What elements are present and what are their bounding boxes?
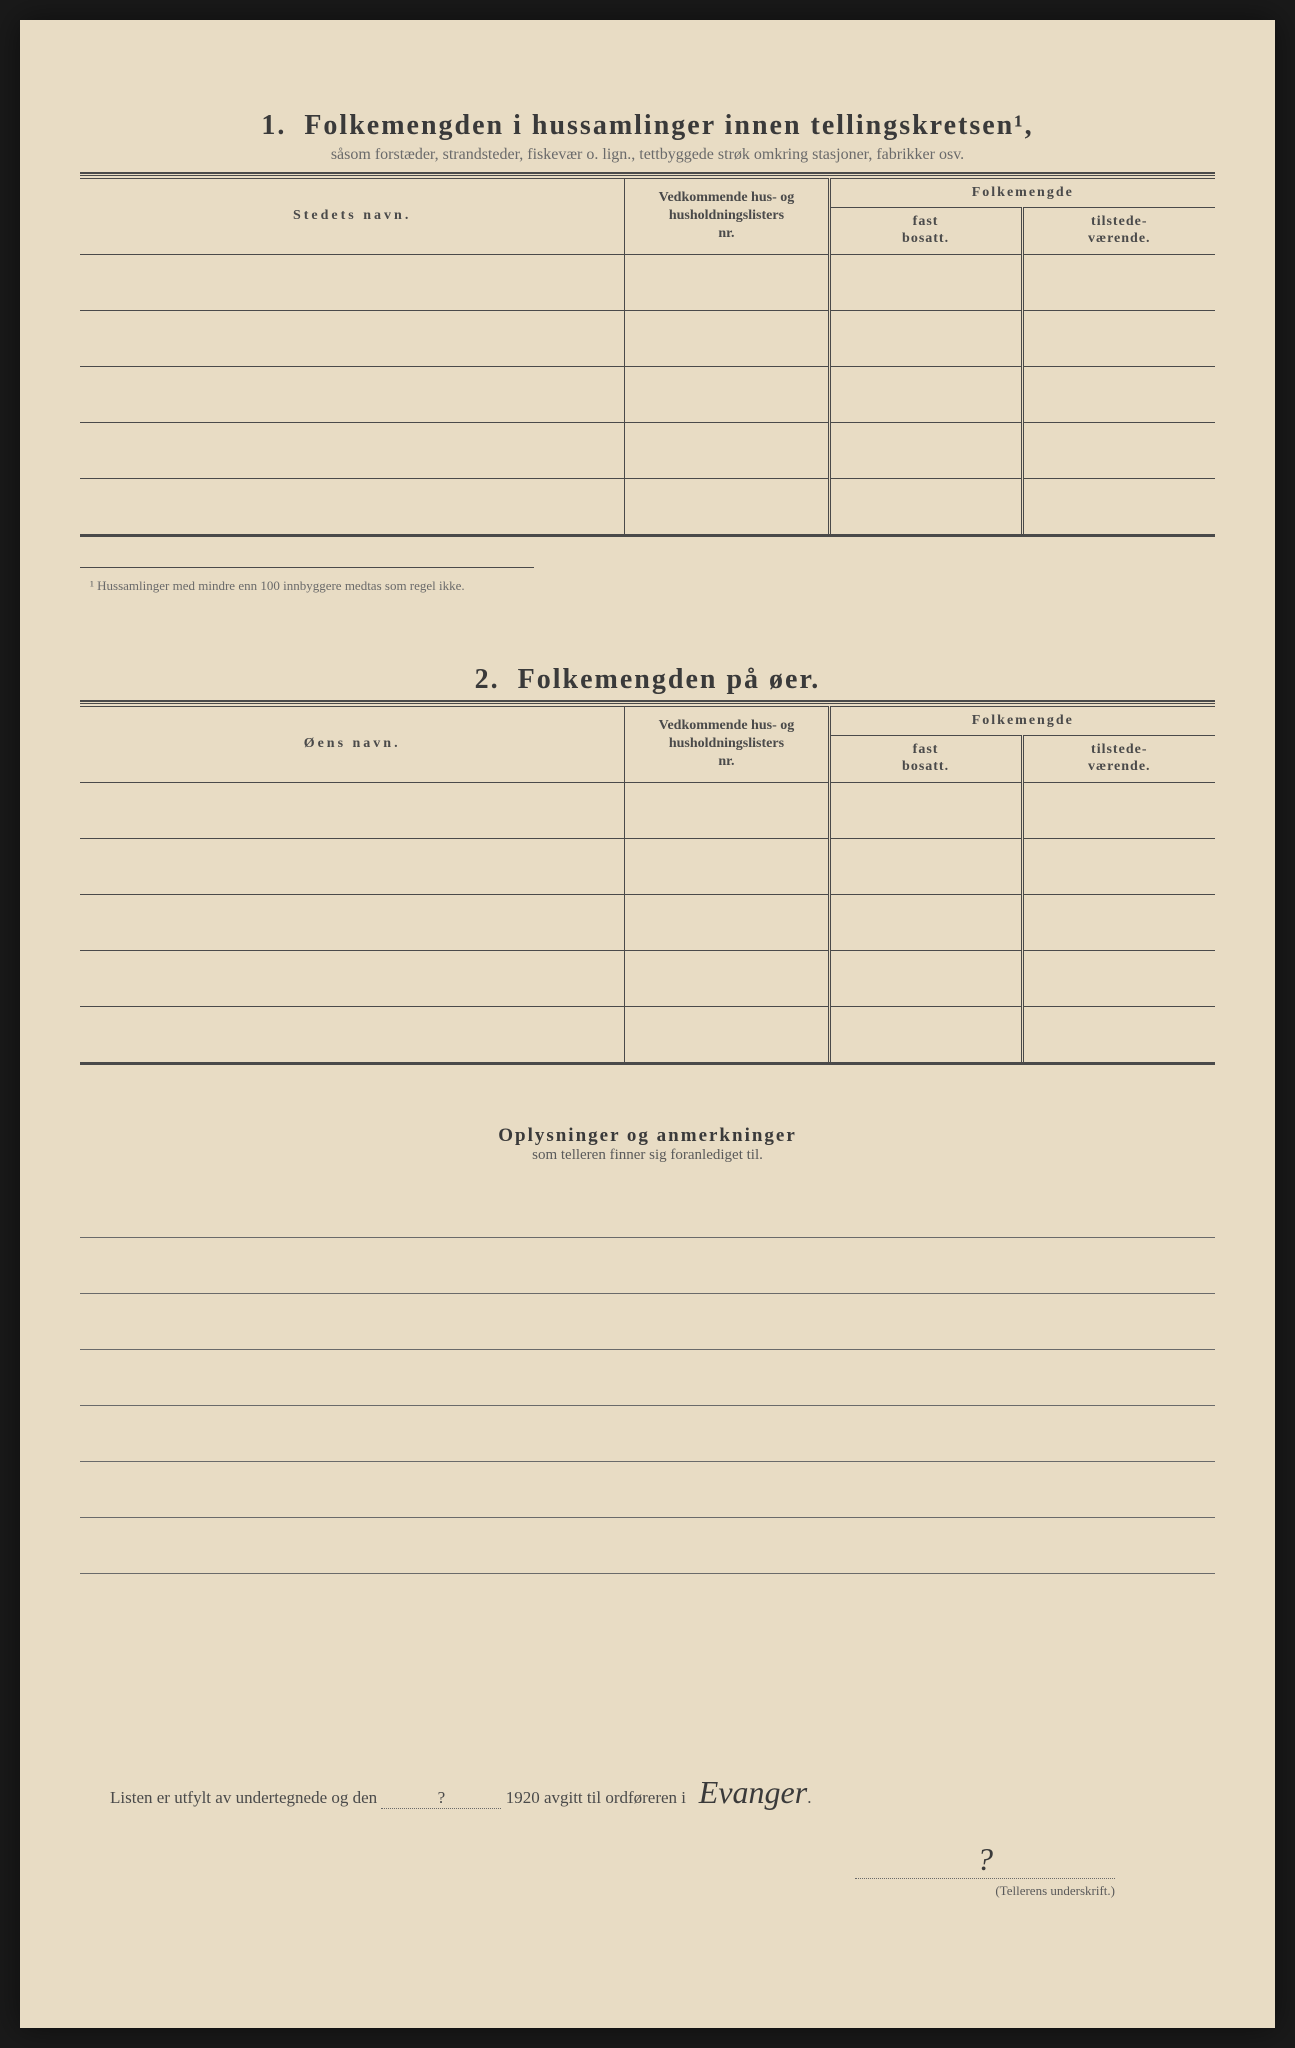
- ruled-line: [80, 1406, 1215, 1462]
- table-row: [80, 838, 1215, 894]
- col-header-tilstede: tilstede-værende.: [1022, 208, 1215, 255]
- divider: [80, 567, 534, 568]
- table-row: [80, 366, 1215, 422]
- footer-line: Listen er utfylt av undertegnede og den …: [80, 1774, 1215, 1811]
- table-row: [80, 894, 1215, 950]
- table-row: [80, 478, 1215, 534]
- signature-caption: (Tellerens underskrift.): [80, 1883, 1115, 1899]
- col-header-tilstede: tilstede-værende.: [1022, 736, 1215, 783]
- col-header-folkemengde: Folkemengde: [829, 179, 1215, 208]
- col-header-name: Stedets navn.: [80, 179, 625, 255]
- divider: [80, 172, 1215, 176]
- col-header-fast: fastbosatt.: [829, 736, 1022, 783]
- section3-subtitle: som telleren finner sig foranlediget til…: [80, 1147, 1215, 1164]
- ruled-line: [80, 1518, 1215, 1574]
- ruled-line: [80, 1294, 1215, 1350]
- document-page: 1. Folkemengden i hussamlinger innen tel…: [20, 20, 1275, 2028]
- signature-blank: ?: [855, 1841, 1115, 1879]
- table-row: [80, 254, 1215, 310]
- signature-area: ? (Tellerens underskrift.): [80, 1841, 1215, 1899]
- divider: [80, 1062, 1215, 1065]
- ruled-line: [80, 1238, 1215, 1294]
- ruled-line: [80, 1182, 1215, 1238]
- divider: [80, 700, 1215, 704]
- ruled-line: [80, 1462, 1215, 1518]
- table-row: [80, 422, 1215, 478]
- ruled-line: [80, 1350, 1215, 1406]
- section1-subtitle: såsom forstæder, strandsteder, fiskevær …: [80, 146, 1215, 164]
- date-blank: ?: [381, 1788, 501, 1809]
- section1-table: Stedets navn. Vedkommende hus- og hushol…: [80, 178, 1215, 534]
- divider: [80, 534, 1215, 537]
- col-header-folkemengde: Folkemengde: [829, 707, 1215, 736]
- table-row: [80, 782, 1215, 838]
- table-row: [80, 950, 1215, 1006]
- section1-footnote: ¹ Hussamlinger med mindre enn 100 innbyg…: [80, 578, 1215, 594]
- section3-title: Oplysninger og anmerkninger: [80, 1125, 1215, 1147]
- col-header-fast: fastbosatt.: [829, 208, 1022, 255]
- col-header-ved: Vedkommende hus- og husholdningslisters …: [625, 179, 829, 255]
- location-handwritten: Evanger: [699, 1774, 807, 1810]
- table-row: [80, 1006, 1215, 1062]
- section2-title: 2. Folkemengden på øer.: [80, 664, 1215, 696]
- col-header-name: Øens navn.: [80, 707, 625, 783]
- section2-table: Øens navn. Vedkommende hus- og husholdni…: [80, 706, 1215, 1062]
- section1-title: 1. Folkemengden i hussamlinger innen tel…: [80, 110, 1215, 142]
- table-row: [80, 310, 1215, 366]
- col-header-ved: Vedkommende hus- og husholdningslisters …: [625, 707, 829, 783]
